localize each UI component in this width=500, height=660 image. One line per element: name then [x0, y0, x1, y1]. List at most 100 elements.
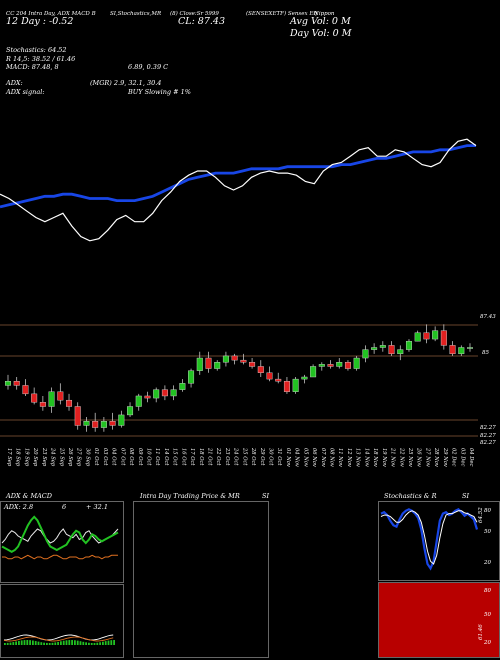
- date-label: 25 Nov: [407, 447, 413, 467]
- candle-body: [57, 391, 64, 401]
- panel-adx-macd-title: ADX & MACD: [6, 492, 52, 500]
- candle-body: [179, 383, 186, 390]
- candle-body: [414, 332, 421, 342]
- candle-body: [22, 385, 29, 395]
- si-value: 61.46: [478, 624, 484, 640]
- candle-body: [4, 381, 11, 386]
- macd-histogram-bar: [4, 643, 6, 645]
- stoch-value: 64.52: [478, 507, 484, 523]
- macd-line: [3, 634, 114, 641]
- panel-adx-val3: + 32.1: [86, 503, 108, 511]
- price-label-mid: 85: [482, 350, 489, 356]
- date-label: 20 Sep: [32, 447, 38, 467]
- panel-stoch-title: Stochastics & R: [384, 492, 437, 500]
- panel-adx-value: ADX: 2.8: [4, 503, 34, 511]
- date-label: 14 Oct: [163, 448, 169, 466]
- date-label: 25 Sep: [58, 447, 64, 467]
- di-plus-line: [1, 515, 119, 553]
- adx-macd-panel-chart: [1, 515, 119, 645]
- candle-body: [188, 370, 195, 384]
- macd-signal-line: [3, 636, 114, 642]
- avg-vol: Avg Vol: 0 M: [290, 16, 351, 27]
- date-label: 22 Oct: [215, 447, 221, 466]
- macd-histogram-bar: [96, 642, 99, 645]
- macd-histogram-bar: [104, 641, 107, 645]
- date-label: 14 Nov: [363, 448, 369, 467]
- candle-body: [327, 364, 334, 367]
- date-label: 03 Oct: [102, 448, 108, 466]
- date-label: 17 Sep: [6, 448, 12, 467]
- macd-values: 6.89, 0.39 C: [128, 63, 169, 71]
- candle-body: [135, 395, 142, 407]
- date-label: 24 Sep: [50, 447, 56, 467]
- adx-readout: ADX:: [6, 79, 23, 87]
- candle-body: [310, 366, 317, 378]
- date-label: 08 Nov: [329, 448, 335, 467]
- header-title-1: CC 204 Intra Day, ADX MACD B: [6, 11, 96, 17]
- macd-histogram-bar: [102, 641, 104, 645]
- candle-body: [371, 347, 378, 350]
- date-label: 29 Nov: [442, 447, 448, 467]
- candle-body: [318, 364, 325, 367]
- macd-histogram-bar: [110, 640, 113, 645]
- macd-histogram-bar: [68, 640, 71, 645]
- date-label: 27 Nov: [424, 447, 430, 467]
- candle-body: [161, 389, 168, 397]
- macd-histogram-bar: [20, 640, 23, 645]
- macd-histogram-bar: [99, 642, 101, 645]
- macd-histogram-bar: [51, 642, 54, 645]
- panel-adx-box: [0, 501, 124, 583]
- date-label: 04 Dec: [468, 448, 474, 466]
- macd-histogram-bar: [71, 640, 73, 645]
- date-label: 13 Nov: [355, 448, 361, 467]
- date-label: 31 Oct: [276, 448, 282, 466]
- macd-histogram-bar: [29, 640, 31, 645]
- date-label: 09 Oct: [137, 448, 143, 466]
- candle-body: [170, 389, 177, 397]
- macd-histogram-bar: [57, 641, 59, 645]
- candle-body: [48, 391, 55, 407]
- adx-signal-value: BUY Slowing # 1%: [128, 88, 191, 96]
- stoch-axis-80: 80: [484, 508, 491, 514]
- candle-body: [196, 357, 203, 371]
- date-label: 12 Nov: [346, 448, 352, 467]
- candle-body: [83, 421, 90, 426]
- macd-histogram-bar: [60, 641, 62, 645]
- date-label: 16 Oct: [180, 448, 186, 466]
- macd-histogram-bar: [40, 642, 43, 645]
- candle-body: [275, 378, 282, 382]
- price-label-b2: 82.27: [480, 433, 496, 439]
- macd-histogram-bar: [23, 640, 26, 645]
- candle-body: [362, 349, 369, 359]
- date-label: 29 Oct: [259, 447, 265, 466]
- macd-histogram-bar: [65, 640, 68, 645]
- panel-si-box: [378, 582, 500, 658]
- macd-histogram-bar: [32, 640, 34, 645]
- date-label: 21 Oct: [206, 447, 212, 466]
- price-line: [0, 138, 477, 242]
- date-label: 11 Oct: [154, 448, 160, 466]
- macd-histogram-bar: [46, 642, 48, 645]
- stoch-axis-50: 50: [484, 529, 491, 535]
- date-label: 21 Nov: [390, 447, 396, 467]
- macd-histogram-bar: [113, 640, 115, 645]
- date-label: 07 Nov: [320, 448, 326, 467]
- candle-body: [74, 406, 81, 426]
- r-readout: R 14,5: 38.52 / 61.46: [6, 55, 76, 63]
- header-title-4: (SENSEXETF) Sensex Etf: [246, 11, 318, 17]
- date-label: 27 Sep: [76, 447, 82, 467]
- date-label: 08 Oct: [128, 448, 134, 466]
- macd-histogram-bar: [34, 641, 37, 645]
- candle-body: [283, 381, 290, 392]
- candle-body: [301, 376, 308, 380]
- adx-signal-label: ADX signal:: [6, 88, 45, 96]
- date-label: 15 Oct: [172, 448, 178, 466]
- macd-histogram-bar: [90, 642, 93, 645]
- candle-body: [440, 330, 447, 346]
- date-label: 28 Oct: [250, 447, 256, 466]
- candle-body: [109, 421, 116, 426]
- candle-body: [379, 345, 386, 348]
- stoch-k-line: [380, 507, 479, 571]
- candle-body: [214, 362, 221, 369]
- date-label: 30 Sep: [84, 448, 90, 467]
